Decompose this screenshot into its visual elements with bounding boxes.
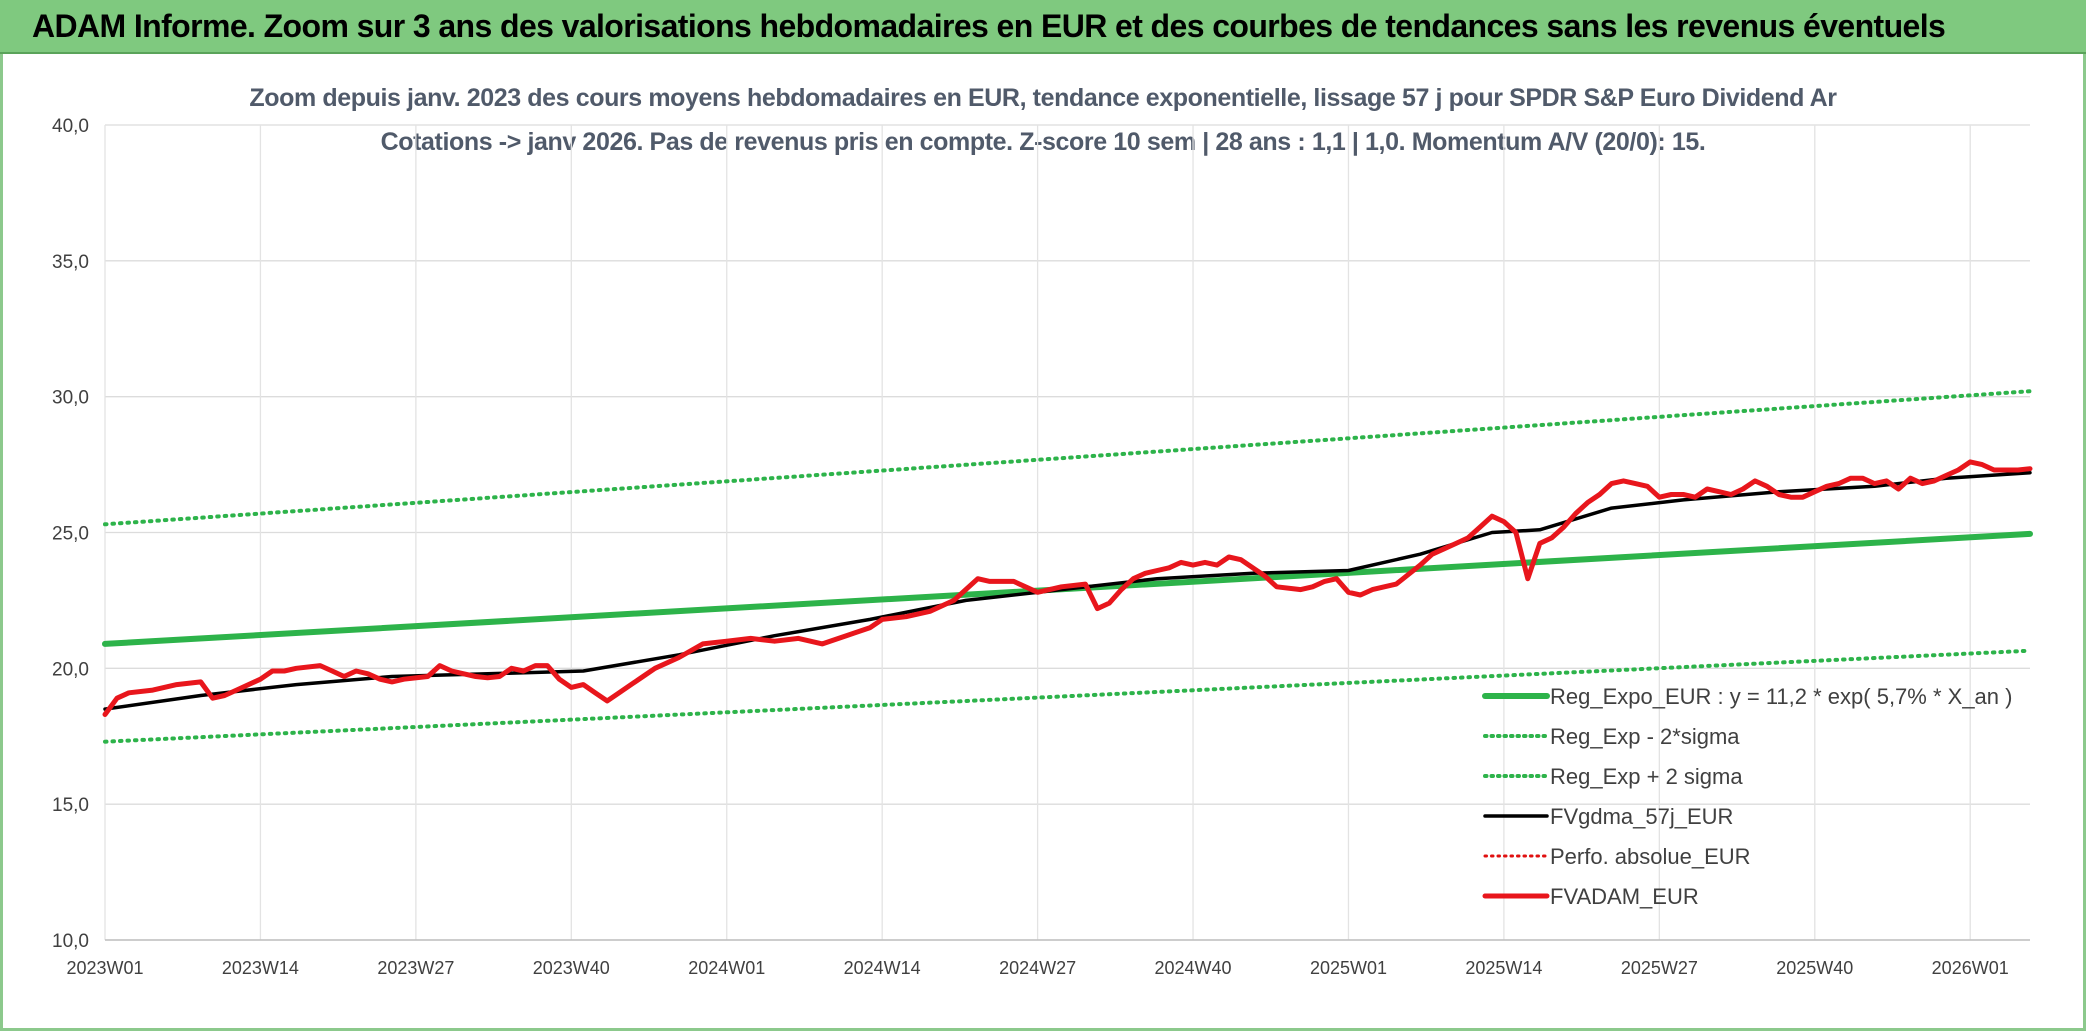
y-tick-label: 30,0 <box>52 388 89 409</box>
x-tick-label: 2025W01 <box>1310 958 1387 978</box>
series-line-1 <box>103 648 2032 744</box>
x-tick-label: 2024W14 <box>844 958 921 978</box>
y-tick-label: 40,0 <box>52 116 89 137</box>
x-tick-label: 2023W01 <box>66 958 143 978</box>
x-axis-labels: 2023W01 2023W14 2023W27 2023W40 2024W01 2024W… <box>66 958 2008 978</box>
x-tick-label: 2024W27 <box>999 958 1076 978</box>
y-tick-label: 35,0 <box>52 252 89 273</box>
legend-label-1: Reg_Exp - 2*sigma <box>1550 724 1740 749</box>
grid <box>104 124 2030 941</box>
chart-frame <box>0 54 2086 1031</box>
x-tick-label: 2025W14 <box>1465 958 1542 978</box>
series-line-3 <box>103 470 2032 711</box>
y-tick-label: 20,0 <box>52 659 89 680</box>
legend-label-0: Reg_Expo_EUR : y = 11,2 * exp( 5,7% * X_… <box>1550 684 2012 709</box>
y-axis-labels: 10,0 15,0 20,0 25,0 30,0 35,0 40,0 <box>52 116 89 952</box>
legend-label-5: FVADAM_EUR <box>1550 884 1699 909</box>
x-tick-label: 2023W27 <box>377 958 454 978</box>
legend: Reg_Expo_EUR : y = 11,2 * exp( 5,7% * X_… <box>1482 684 2012 909</box>
x-tick-label: 2023W14 <box>222 958 299 978</box>
report-banner: ADAM Informe. Zoom sur 3 ans des valoris… <box>0 0 2086 54</box>
legend-label-4: Perfo. absolue_EUR <box>1550 844 1751 869</box>
y-tick-label: 10,0 <box>52 931 89 952</box>
series-line-2 <box>103 389 2032 527</box>
chart-subtitle: Cotations -> janv 2026. Pas de revenus p… <box>380 128 1706 156</box>
x-tick-label: 2024W01 <box>688 958 765 978</box>
report-title: ADAM Informe. Zoom sur 3 ans des valoris… <box>32 8 1946 44</box>
legend-label-3: FVgdma_57j_EUR <box>1550 804 1733 829</box>
legend-label-2: Reg_Exp + 2 sigma <box>1550 764 1743 789</box>
y-tick-label: 25,0 <box>52 524 89 545</box>
x-tick-label: 2024W40 <box>1155 958 1232 978</box>
series-line-5 <box>102 459 2033 717</box>
x-tick-label: 2026W01 <box>1932 958 2009 978</box>
x-tick-label: 2025W40 <box>1776 958 1853 978</box>
series-lines <box>102 389 2033 744</box>
x-tick-label: 2025W27 <box>1621 958 1698 978</box>
x-tick-label: 2023W40 <box>533 958 610 978</box>
chart-title: Zoom depuis janv. 2023 des cours moyens … <box>249 84 1837 112</box>
y-tick-label: 15,0 <box>52 795 89 816</box>
